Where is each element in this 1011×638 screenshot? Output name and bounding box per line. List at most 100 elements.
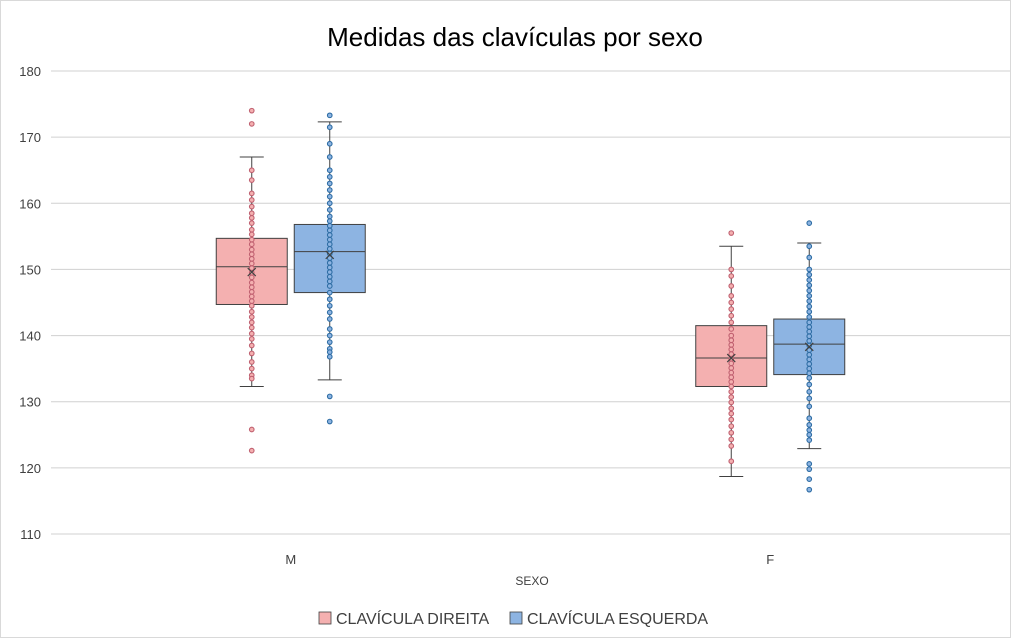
data-point [248, 350, 255, 357]
data-point [326, 207, 333, 213]
data-point [248, 260, 255, 267]
data-point [806, 298, 813, 305]
y-tick-label: 160 [19, 196, 41, 211]
data-point [248, 293, 255, 300]
legend-swatch-1 [509, 611, 523, 625]
data-point [326, 339, 333, 346]
data-point [806, 476, 813, 482]
data-point [326, 213, 333, 220]
data-point [806, 303, 813, 310]
data-point [806, 486, 813, 493]
data-point [806, 293, 813, 299]
data-point [728, 326, 735, 332]
data-point [248, 324, 255, 331]
data-point [806, 370, 813, 377]
data-point [248, 365, 255, 372]
data-point [806, 461, 813, 467]
data-point [728, 360, 735, 367]
data-point [326, 418, 333, 425]
y-tick-label: 170 [19, 130, 41, 145]
legend-label-0: CLAVÍCULA DIREITA [336, 609, 490, 628]
legend-swatch-0 [318, 611, 332, 625]
data-point [728, 365, 735, 371]
data-point [728, 283, 735, 289]
data-point [728, 319, 735, 326]
y-tick-label: 180 [19, 64, 41, 79]
data-point [326, 278, 333, 285]
data-point [248, 336, 255, 342]
data-point [728, 443, 735, 449]
data-point [728, 299, 735, 306]
data-point [728, 379, 735, 385]
data-point [248, 255, 255, 262]
data-point [248, 314, 255, 320]
data-point [326, 349, 333, 355]
data-point [326, 296, 333, 303]
x-axis-label: SEXO [515, 574, 548, 588]
data-point [326, 232, 333, 238]
data-point [806, 375, 813, 381]
data-point [728, 332, 735, 339]
data-point [806, 220, 813, 226]
data-point [728, 346, 735, 353]
data-point [728, 312, 735, 319]
data-point [806, 415, 813, 422]
data-point [326, 316, 333, 322]
data-point [248, 197, 255, 203]
data-point [728, 458, 735, 465]
data-point [806, 282, 813, 289]
mean-marker [325, 250, 335, 260]
data-point [248, 274, 255, 281]
data-point [326, 200, 333, 207]
x-tick-label: M [285, 552, 296, 567]
data-point [326, 393, 333, 400]
data-point [806, 277, 813, 283]
data-point [806, 287, 813, 294]
data-point [248, 330, 255, 337]
legend: CLAVÍCULA DIREITA CLAVÍCULA ESQUERDA [318, 609, 708, 628]
data-point [248, 177, 255, 183]
box-F-series-0 [695, 230, 768, 477]
y-tick-label: 140 [19, 329, 41, 344]
box-M-series-0 [215, 107, 288, 454]
data-point [248, 220, 255, 226]
data-point [806, 365, 813, 372]
data-point [326, 112, 333, 119]
data-point [248, 298, 255, 305]
data-point [248, 107, 255, 114]
data-point [806, 466, 813, 473]
data-point [806, 403, 813, 410]
data-point [728, 230, 735, 236]
data-point [248, 190, 255, 197]
data-point [326, 193, 333, 200]
data-point [728, 293, 735, 299]
data-point [248, 319, 255, 326]
data-point [326, 259, 333, 266]
y-axis-ticks: 110 120 130 140 150 160 170 180 [19, 64, 41, 542]
data-point [326, 309, 333, 316]
data-point [728, 410, 735, 417]
data-point [806, 254, 813, 261]
data-point [326, 269, 333, 275]
data-point [728, 436, 735, 443]
data-point [806, 243, 813, 250]
data-point [728, 337, 735, 344]
data-point [806, 308, 813, 315]
data-point [326, 332, 333, 339]
data-point [728, 266, 735, 273]
data-point [326, 124, 333, 131]
data-point [806, 361, 813, 367]
data-point [248, 214, 255, 221]
data-point [806, 333, 813, 340]
data-point [248, 203, 255, 210]
data-point [248, 226, 255, 233]
box-M-series-1 [293, 112, 366, 425]
data-point [806, 422, 813, 428]
data-point [326, 154, 333, 160]
data-point [728, 374, 735, 381]
data-point [248, 308, 255, 315]
data-point [248, 236, 255, 243]
data-point [326, 140, 333, 147]
data-point [806, 388, 813, 395]
